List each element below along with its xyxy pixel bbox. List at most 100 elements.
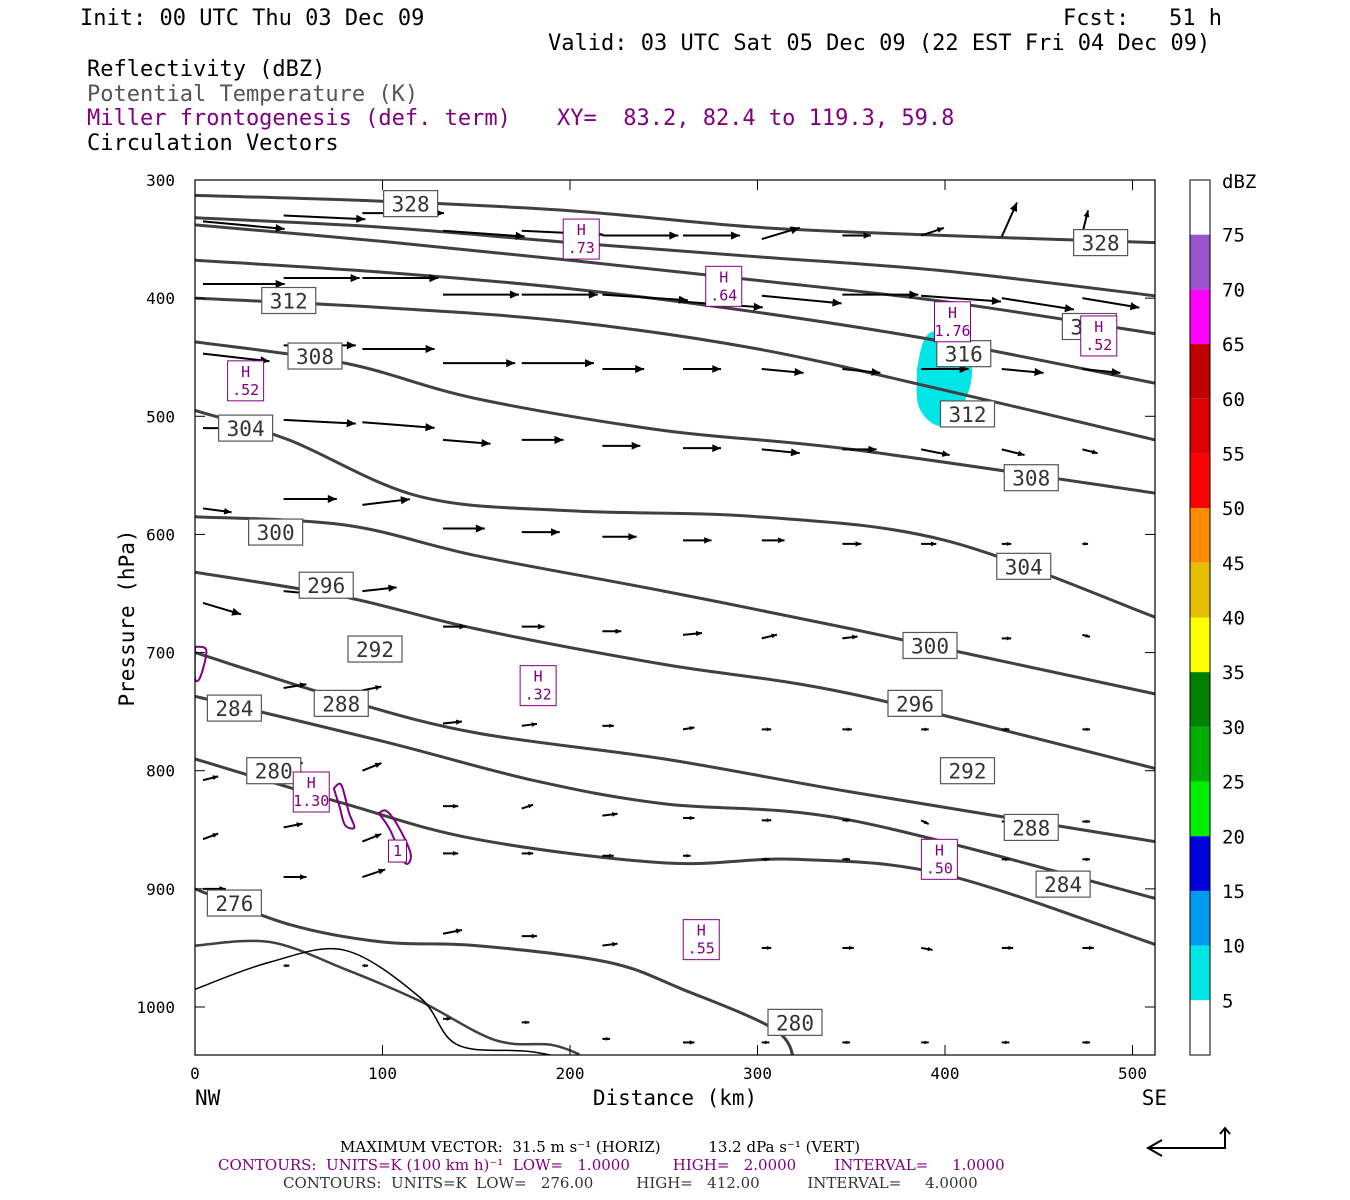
circulation-vector: [920, 819, 930, 826]
colorbar-swatch: [1190, 398, 1210, 454]
theta-contour-328: [195, 193, 1155, 245]
theta-contour-312: [195, 296, 1155, 442]
svg-text:304: 304: [1005, 555, 1043, 579]
circulation-vector: [283, 682, 307, 690]
y-tick-label: 400: [146, 289, 175, 308]
circulation-vector: [921, 1040, 929, 1045]
svg-text:284: 284: [215, 697, 253, 721]
circulation-vector: [683, 365, 721, 373]
circulation-vector: [761, 857, 770, 862]
svg-text:300: 300: [257, 521, 295, 545]
x-axis-label: Distance (km): [593, 1086, 757, 1110]
colorbar: dBZ 75 70 65 60 55 50 45 40 35 30 25 20 15 10 5: [1189, 171, 1256, 1056]
circulation-vector: [602, 365, 645, 374]
theta-contour-label: 300: [248, 518, 304, 546]
frontogenesis-max-label: H.73: [562, 218, 600, 260]
svg-text:1: 1: [393, 842, 402, 860]
svg-text:H: H: [241, 363, 250, 381]
circulation-vector: [443, 803, 459, 809]
svg-text:H: H: [534, 668, 543, 686]
circulation-vector: [442, 928, 463, 935]
circulation-vector: [683, 815, 695, 821]
forecast-hour: Fcst: 51 h: [1063, 6, 1222, 31]
frontogenesis-contour-note: CONTOURS: UNITS=K (100 km h)⁻¹ LOW= 1.00…: [218, 1156, 1005, 1174]
y-tick-label: 700: [146, 644, 175, 663]
svg-text:.52: .52: [232, 381, 259, 399]
circulation-vector: [842, 368, 881, 376]
circulation-vector: [761, 226, 801, 241]
circulation-vector: [362, 274, 439, 283]
circulation-vector: [443, 1017, 451, 1021]
colorbar-swatch: [1190, 508, 1210, 563]
svg-text:H: H: [719, 268, 728, 286]
circulation-vector: [521, 290, 598, 299]
circulation-vector: [362, 344, 435, 353]
circulation-vector: [1001, 541, 1012, 546]
field-frontogenesis: Miller frontogenesis (def. term): [87, 106, 511, 131]
theta-contour-label: 280: [767, 1008, 823, 1036]
circulation-vector: [202, 507, 232, 515]
circulation-vector: [1001, 448, 1025, 457]
svg-text:328: 328: [392, 193, 430, 217]
svg-text:296: 296: [307, 574, 345, 598]
circulation-vector: [521, 359, 594, 368]
frontogenesis-contour: [377, 809, 412, 865]
svg-text:300: 300: [911, 634, 949, 658]
svg-text:296: 296: [896, 692, 934, 716]
contour-labels-layer: 3283283123203163083123043083003042962923…: [206, 190, 1129, 1036]
circulation-vector: [283, 418, 356, 428]
circulation-vector: [362, 762, 382, 772]
reference-vector-icon: [1145, 1126, 1231, 1157]
circulation-vector: [1082, 819, 1090, 824]
circulation-vector: [1001, 727, 1010, 732]
colorbar-swatch: [1190, 890, 1210, 946]
svg-text:H: H: [935, 841, 944, 859]
nw-endpoint-label: NW: [195, 1086, 221, 1110]
frontogenesis-max-label: 1: [388, 839, 407, 863]
theta-contour-label: 328: [383, 190, 439, 218]
colorbar-label: 65: [1222, 334, 1245, 356]
colorbar-title: dBZ: [1222, 171, 1256, 193]
frontogenesis-contour: [195, 645, 208, 683]
svg-text:312: 312: [949, 403, 987, 427]
circulation-vector: [602, 628, 622, 634]
maximum-vector-note: MAXIMUM VECTOR: 31.5 m s⁻¹ (HORIZ) 13.2 …: [340, 1138, 861, 1156]
x-tick-label: 100: [368, 1064, 397, 1083]
init-time: Init: 00 UTC Thu 03 Dec 09: [80, 6, 425, 31]
theta-contour-label: 288: [313, 689, 369, 717]
circulation-vector: [283, 963, 290, 968]
theta-contour-280: [195, 887, 795, 1055]
circulation-vector: [362, 833, 382, 843]
circulation-vector: [521, 803, 534, 810]
colorbar-swatch: [1190, 945, 1210, 1001]
theta-contour-292: [195, 651, 1155, 844]
svg-text:288: 288: [322, 692, 360, 716]
frontogenesis-max-label: H1.30: [292, 771, 330, 813]
circulation-vector: [602, 1037, 610, 1041]
circulation-vector: [442, 438, 491, 447]
theta-contour-320: [195, 223, 1155, 336]
svg-text:.73: .73: [568, 239, 595, 257]
frontogenesis-max-label: H.64: [705, 265, 743, 307]
circulation-vector: [1082, 727, 1090, 732]
theta-contour-label: 312: [939, 400, 996, 428]
svg-text:H: H: [948, 304, 957, 322]
theta-contour-label: 296: [298, 571, 354, 599]
field-potential-temperature: Potential Temperature (K): [87, 82, 419, 107]
colorbar-label: 40: [1222, 608, 1245, 630]
circulation-vector: [1001, 636, 1012, 641]
circulation-vector: [1001, 368, 1044, 376]
circulation-vector: [362, 685, 382, 692]
circulation-vector: [842, 1040, 850, 1045]
theta-contour-label: 296: [887, 689, 943, 717]
frontogenesis-max-label: H.55: [682, 919, 720, 961]
circulation-vector: [202, 601, 242, 616]
axes-layer: 300 400 500 600 700 800 900 1000 0 100 200 300 400 50…: [136, 171, 1155, 1083]
colorbar-label: 25: [1222, 772, 1245, 794]
circulation-vector: [203, 279, 285, 288]
svg-text:.50: .50: [926, 859, 953, 877]
circulation-vector: [362, 496, 410, 506]
svg-text:284: 284: [1044, 873, 1082, 897]
y-tick-label: 1000: [136, 998, 175, 1017]
circulation-vector: [602, 812, 618, 817]
